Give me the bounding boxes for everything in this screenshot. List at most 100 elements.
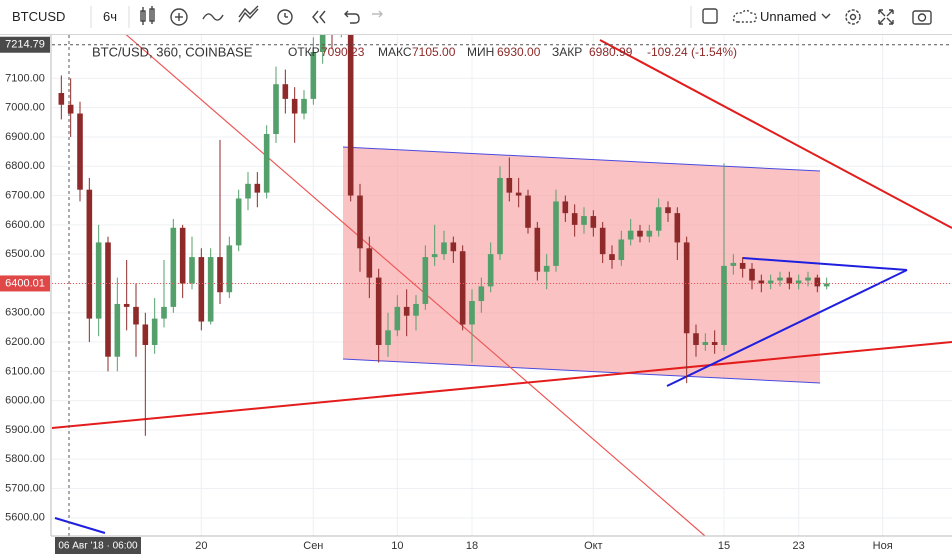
candle-body [403,306,410,316]
channel-top[interactable] [342,146,821,172]
y-tick-label: 6800.00 [5,160,45,172]
legend-low: 6930.00 [497,45,541,59]
toolbar: BTCUSD 6ч Unnamed [0,0,952,35]
axes: 5600.00 5700.00 5800.00 5900.00 6000.00 6100.… [0,36,893,552]
candle-body [525,195,531,228]
candle-body [282,84,289,99]
candle-icon[interactable] [140,6,155,25]
candle-body [805,277,811,281]
candle-body [114,303,121,357]
candle-body [665,207,671,214]
candle-body [674,213,681,243]
candle-body [161,306,167,319]
checkbox[interactable] [702,8,718,24]
last-price-bg [0,275,50,292]
candle-body [646,230,653,237]
triangle-top[interactable] [742,257,908,271]
y-tick-label: 6300.00 [5,307,45,319]
candle-body [366,248,373,278]
candle-body [627,230,634,240]
range-box[interactable] [343,147,820,383]
candle-body [217,257,223,293]
x-tick-label: 10 [391,540,403,552]
legend-high: 7105.00 [412,45,456,59]
y-tick-label: 6700.00 [5,189,45,201]
y-tick-label: 6900.00 [5,131,45,143]
fullscreen-icon[interactable] [878,9,894,25]
candle-body [431,254,438,258]
triangle-bottom[interactable] [666,269,908,387]
legend-close-label: ЗАКР [552,45,582,59]
crosshair-time: 06 Авг '18 · 06:00 [58,541,138,552]
y-tick-label: 6600.00 [5,219,45,231]
x-tick-label: 20 [195,540,207,552]
candle-body [655,207,662,231]
replay-icon[interactable] [312,10,326,24]
candle-body [478,286,485,302]
candle-body [693,333,699,345]
y-tick-label: 6200.00 [5,336,45,348]
settings-icon[interactable] [845,9,861,25]
candle-body [67,104,74,114]
snapshot-icon[interactable] [912,10,932,25]
candle-body [450,242,457,252]
candle-body [301,98,307,114]
channel-bottom[interactable] [342,358,821,384]
candle-body [534,227,541,272]
candle-body [385,330,391,345]
y-tick-label: 7100.00 [5,72,45,84]
small-line[interactable] [54,517,106,534]
layout-name[interactable]: Unnamed [760,9,817,24]
candle-body [739,262,746,269]
candle-body [58,93,65,105]
candle-body [777,277,783,281]
legend-open-label: ОТКР [288,45,320,59]
candle-body [170,227,177,307]
candle-body [245,183,251,199]
y-axis-bg [0,35,51,536]
legend-close: 6980.99 [589,45,633,59]
cloud-icon[interactable] [732,9,757,23]
undo-icon[interactable] [344,10,360,24]
drawings [52,25,952,536]
legend-low-label: МИН [467,45,494,59]
interval[interactable]: 6ч [103,9,118,24]
candle-body [590,216,597,228]
indicator-icon[interactable] [170,8,188,26]
candle-body [730,262,737,266]
legend-symbol: BTC/USD, 360, COINBASE [92,44,253,59]
y-tick-label: 6000.00 [5,395,45,407]
y-tick-label: 6500.00 [5,248,45,260]
candle-body [441,242,447,255]
y-tick-label: 5700.00 [5,482,45,494]
compare-icon[interactable] [202,13,224,21]
candle-body [254,183,261,193]
x-tick-label: 15 [718,540,730,552]
candle-body [95,242,102,319]
candle-body [77,113,83,190]
candle-body [422,257,429,304]
symbol[interactable]: BTCUSD [12,9,66,24]
candle-body [310,51,317,99]
legend: BTC/USD, 360, COINBASE ОТКР 7090.23 МАКС… [92,44,737,59]
candle-body [637,230,643,237]
candle-body [357,195,363,249]
crosshair-price-bg [0,36,50,53]
template-icon[interactable] [238,5,259,23]
candle-body [497,177,503,255]
dropdown[interactable] [821,13,831,19]
candle-body [86,189,93,319]
candle-body [273,84,279,135]
candle-body [683,242,690,334]
trend-line[interactable] [115,25,706,536]
alert-icon[interactable] [277,9,293,25]
resistance-line[interactable] [599,39,952,229]
support-line[interactable] [52,341,952,429]
candle-body [618,239,625,261]
candle-body [226,245,233,293]
y-tick-label: 5900.00 [5,424,45,436]
y-tick-label: 6400.00 [5,277,45,289]
candle-body [711,342,718,345]
redo-icon[interactable] [372,10,383,18]
candle-body [609,254,615,261]
